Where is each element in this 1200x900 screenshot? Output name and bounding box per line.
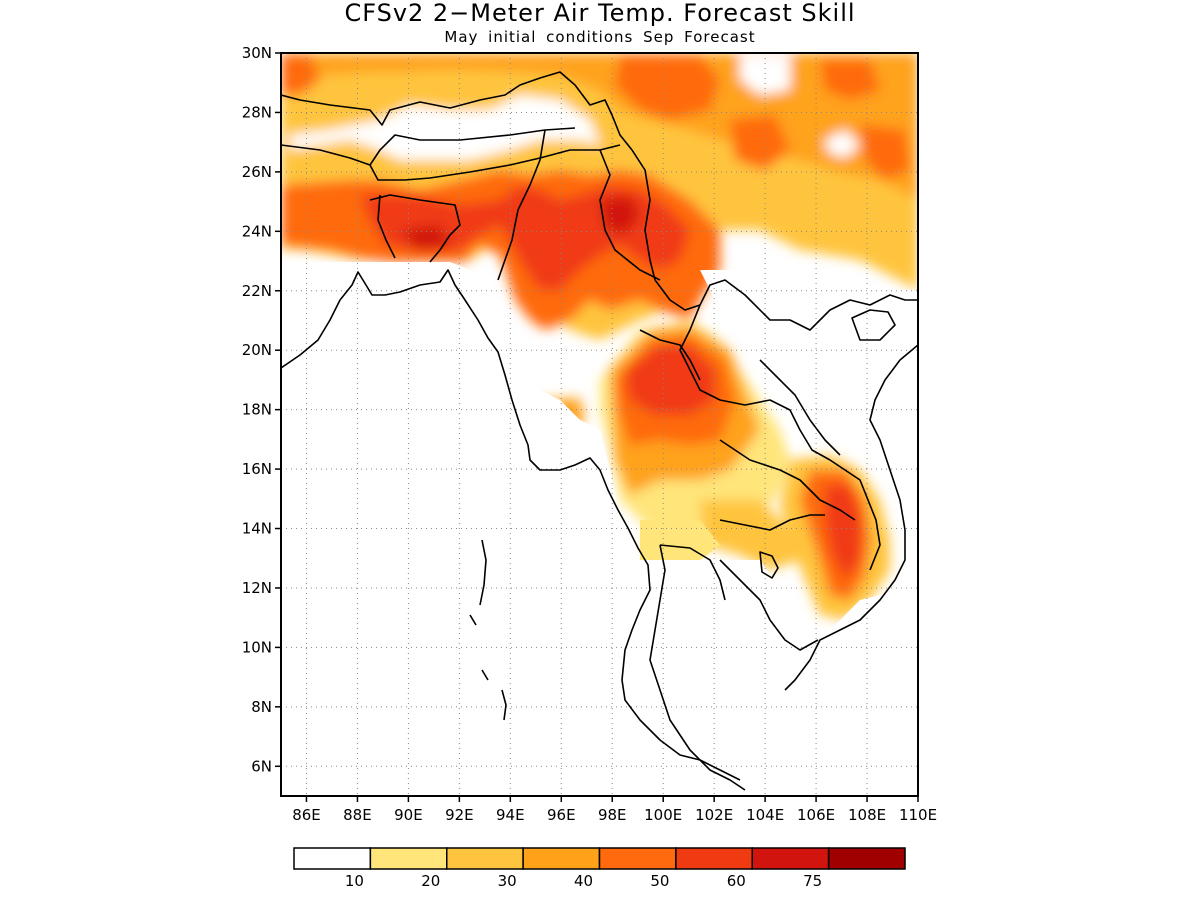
lat-label: 18N xyxy=(242,401,272,419)
legend-label: 60 xyxy=(727,872,746,890)
lat-label: 10N xyxy=(242,638,272,656)
lon-label: 106E xyxy=(797,806,835,824)
legend-label: 75 xyxy=(803,872,822,890)
lon-label: 104E xyxy=(746,806,784,824)
lat-label: 20N xyxy=(242,341,272,359)
lon-label: 102E xyxy=(695,806,733,824)
lon-label: 110E xyxy=(899,806,937,824)
lon-label: 88E xyxy=(343,806,372,824)
lat-label: 22N xyxy=(242,282,272,300)
lon-label: 94E xyxy=(496,806,525,824)
legend-label: 20 xyxy=(421,872,440,890)
lon-label: 98E xyxy=(598,806,627,824)
legend-swatch xyxy=(522,847,601,870)
lat-label: 14N xyxy=(242,520,272,538)
map-subtitle: May initial conditions Sep Forecast xyxy=(444,28,756,46)
lon-label: 108E xyxy=(848,806,886,824)
lat-label: 24N xyxy=(242,222,272,240)
legend-swatch xyxy=(751,847,830,870)
longitude-labels: 86E 88E 90E 92E 94E 96E 98E 100E 102E 104E 106E 108… xyxy=(292,806,937,824)
legend-label: 50 xyxy=(650,872,669,890)
lat-label: 26N xyxy=(242,163,272,181)
lat-label: 16N xyxy=(242,460,272,478)
latitude-labels: 30N 28N 26N 24N 22N 20N 18N 16N 14N 12N 10N 8N 6N xyxy=(242,44,272,775)
lon-label: 100E xyxy=(644,806,682,824)
legend-swatch xyxy=(293,847,372,870)
legend-label: 10 xyxy=(345,872,364,890)
legend-swatch xyxy=(827,847,906,870)
lat-label: 12N xyxy=(242,579,272,597)
color-legend: 10 20 30 40 50 60 75 xyxy=(293,847,906,890)
lon-label: 86E xyxy=(292,806,321,824)
coastline-and-borders xyxy=(281,71,918,791)
legend-label: 30 xyxy=(498,872,517,890)
lon-label: 92E xyxy=(445,806,474,824)
legend-swatch xyxy=(369,847,448,870)
lon-label: 96E xyxy=(547,806,576,824)
legend-label: 40 xyxy=(574,872,593,890)
skill-shading xyxy=(281,53,918,796)
lat-label: 28N xyxy=(242,103,272,121)
lat-label: 8N xyxy=(251,698,272,716)
plot-frame xyxy=(280,52,919,797)
map-title: CFSv2 2−Meter Air Temp. Forecast Skill xyxy=(344,0,856,27)
gridlines xyxy=(281,53,918,796)
lat-label: 30N xyxy=(242,44,272,62)
legend-swatch xyxy=(675,847,753,870)
legend-swatch xyxy=(598,847,677,870)
legend-swatch xyxy=(446,847,524,870)
lat-label: 6N xyxy=(251,757,272,775)
lon-label: 90E xyxy=(394,806,423,824)
axis-ticks xyxy=(275,52,919,802)
